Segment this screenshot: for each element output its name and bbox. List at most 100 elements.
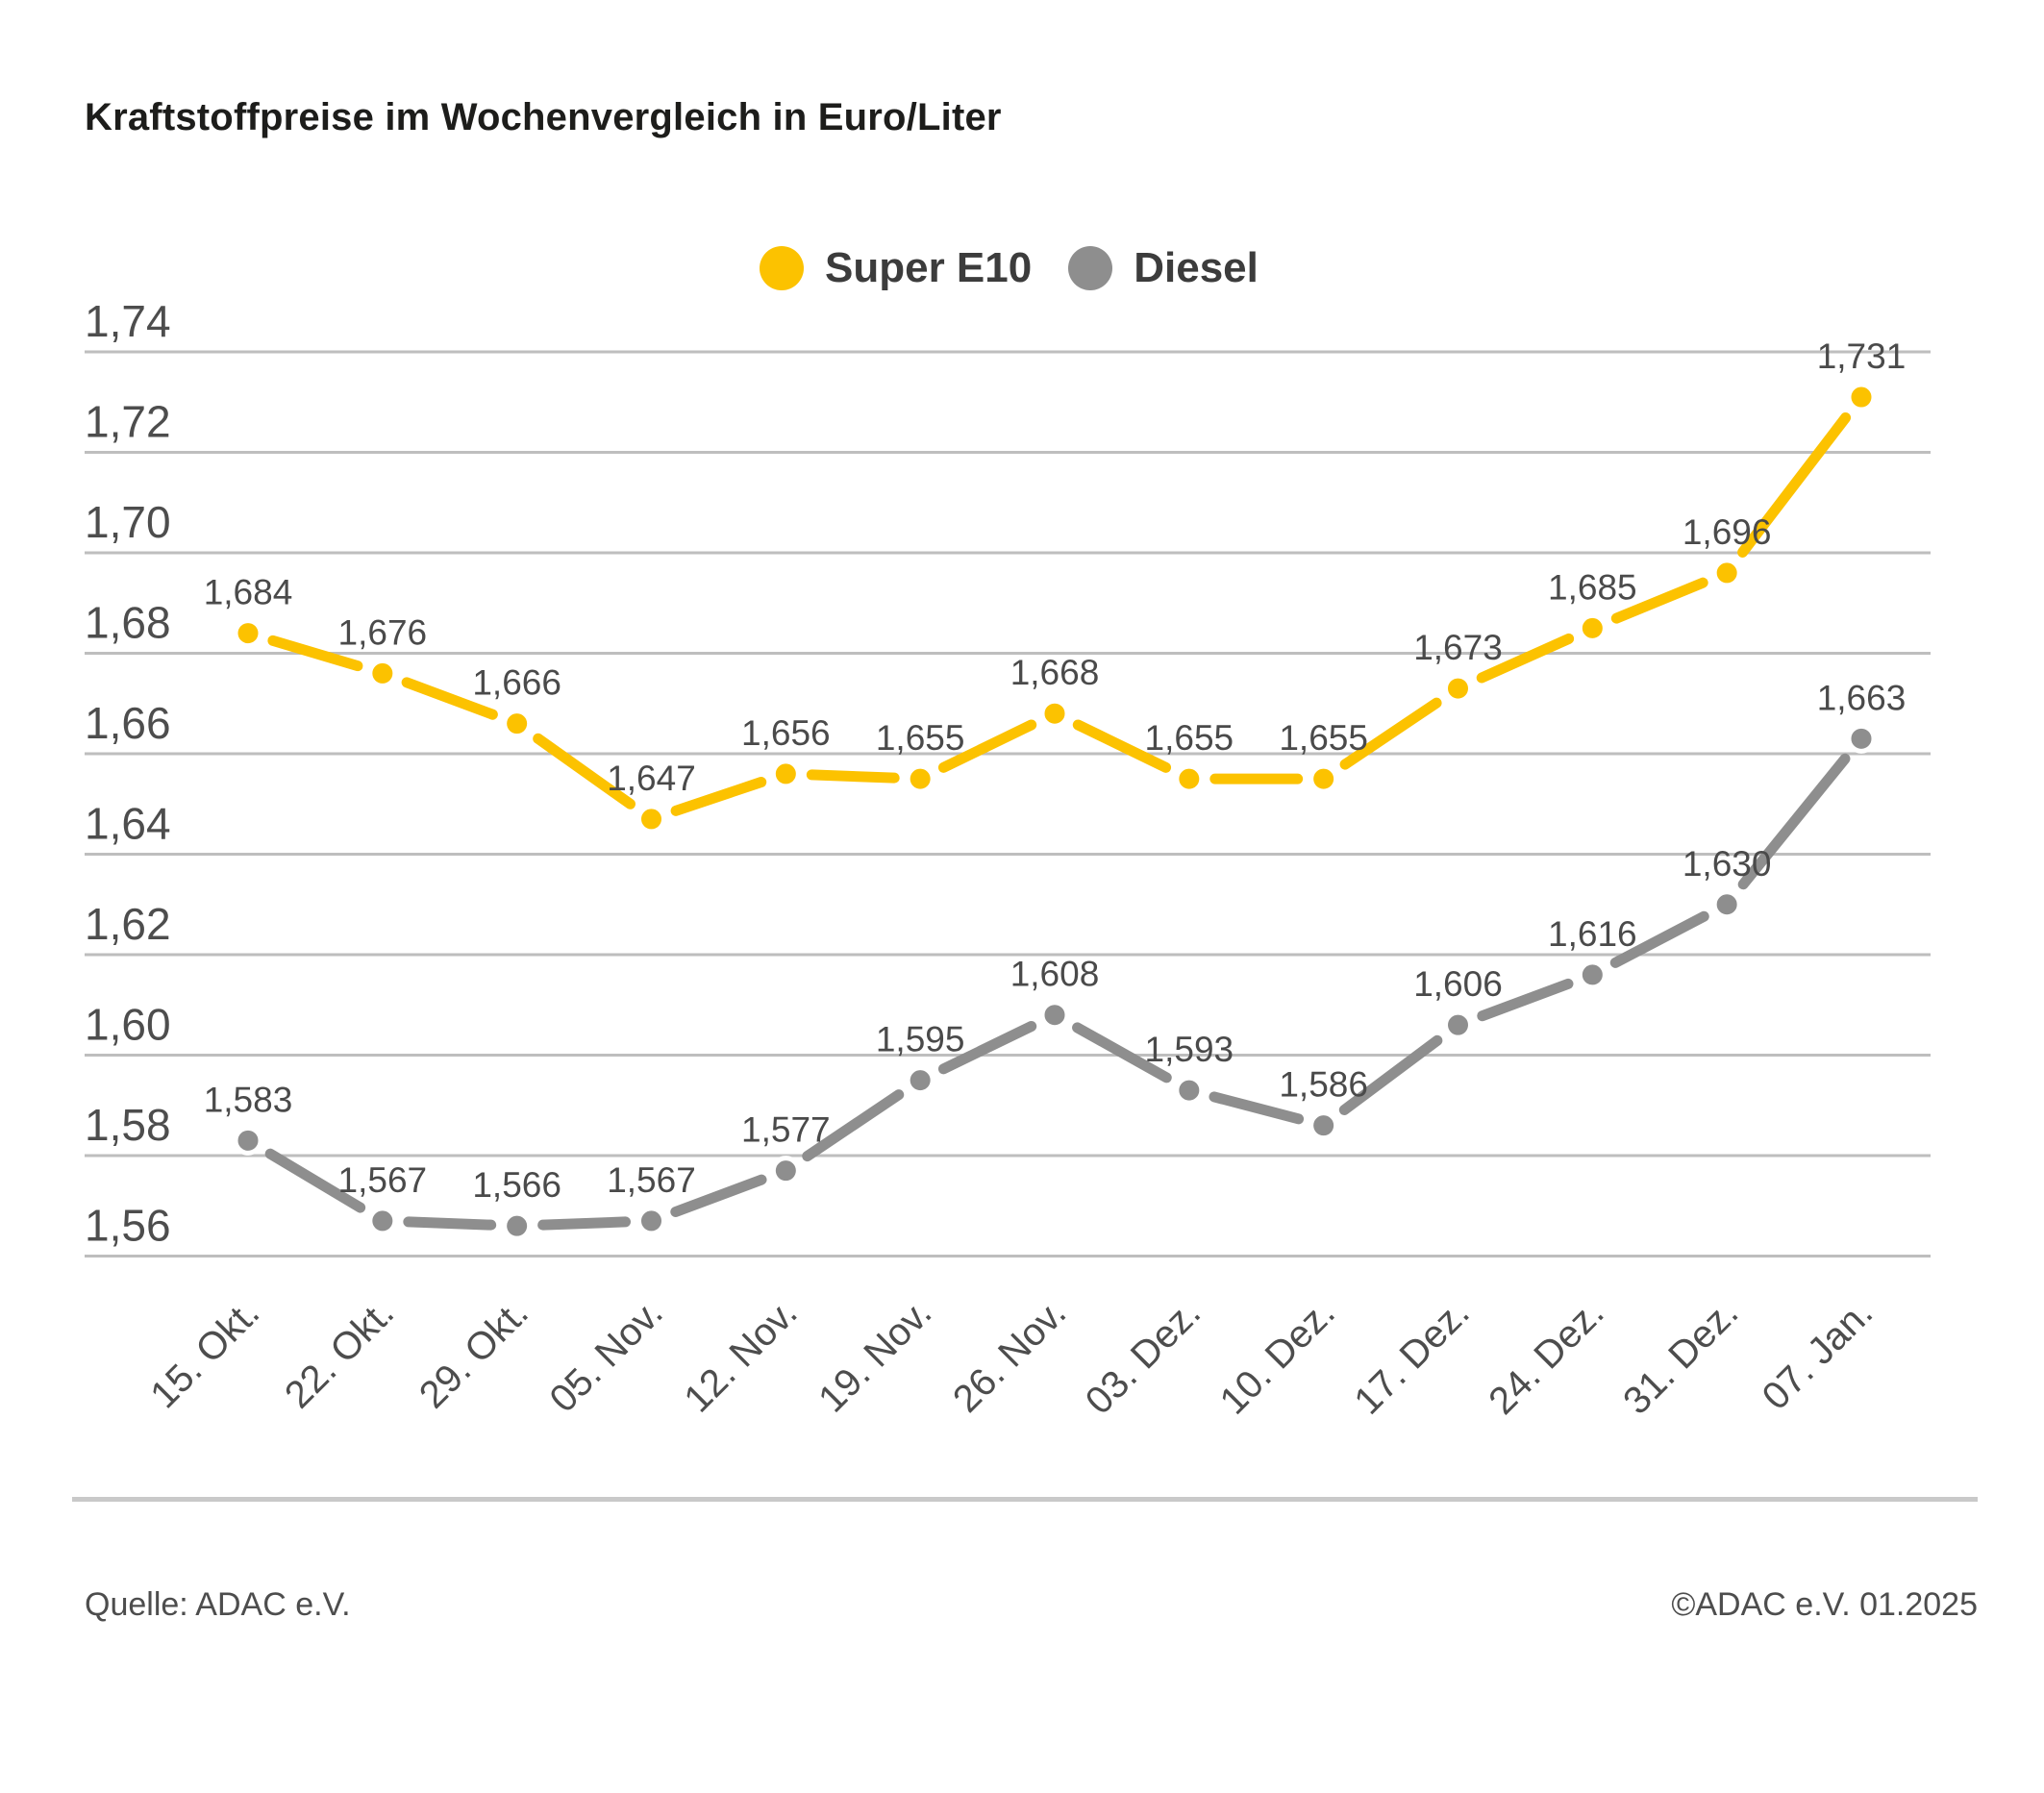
x-axis-label: 05. Nov. [542, 1291, 671, 1420]
series-segment [1209, 1091, 1305, 1125]
data-point-label: 1,655 [1145, 718, 1234, 758]
series-segment [537, 1216, 632, 1231]
data-point-label: 1,577 [741, 1110, 831, 1150]
x-axis-label: 12. Nov. [676, 1291, 805, 1420]
chart-title: Kraftstoffpreise im Wochenvergleich in E… [85, 96, 1002, 138]
x-axis-label: 19. Nov. [810, 1291, 939, 1420]
x-axis-label: 03. Dez. [1078, 1291, 1209, 1422]
data-point-label: 1,586 [1279, 1065, 1368, 1105]
data-point [1711, 889, 1742, 920]
series-segment [1338, 1034, 1443, 1115]
data-point-label: 1,668 [1010, 653, 1100, 692]
series-segment [670, 777, 767, 816]
data-point-label: 1,696 [1683, 512, 1772, 552]
series-segment [267, 635, 363, 672]
footer: Quelle: ADAC e.V. ©ADAC e.V. 01.2025 [85, 1586, 1978, 1624]
data-point [770, 759, 801, 789]
data-point [636, 1206, 666, 1236]
legend-label-super-e10: Super E10 [825, 244, 1033, 291]
super-e10-legend-dot-icon [760, 246, 804, 290]
data-point-label: 1,567 [607, 1160, 696, 1200]
data-point [1039, 698, 1070, 729]
data-point [1442, 673, 1473, 704]
data-point [1309, 1110, 1339, 1141]
data-point-label: 1,655 [876, 718, 965, 758]
data-point-label: 1,608 [1010, 955, 1100, 994]
y-axis-label: 1,70 [85, 497, 171, 547]
series-segment [1072, 719, 1172, 773]
series-segment [670, 1174, 767, 1217]
series-segment [937, 1020, 1037, 1075]
data-point [1174, 763, 1205, 794]
data-point [367, 658, 398, 688]
series-segment [401, 677, 498, 720]
line-chart-canvas: 1,74 1,72 1,70 1,68 1,66 1,64 1,62 1,60 1,58 1,56… [85, 296, 1931, 1423]
series-segment [1737, 411, 1852, 558]
legend-item-diesel: Diesel [1068, 244, 1259, 292]
series-segment [802, 1089, 905, 1162]
y-axis-label: 1,58 [85, 1100, 171, 1150]
x-axis-label: 22. Okt. [277, 1291, 402, 1416]
data-point [502, 1210, 533, 1241]
data-point [1577, 612, 1608, 643]
series-segment [1477, 978, 1574, 1022]
y-axis-label: 1,64 [85, 799, 171, 849]
series-segment [1072, 1022, 1172, 1083]
data-point-label: 1,566 [472, 1165, 561, 1205]
x-axis-label: 10. Dez. [1212, 1291, 1343, 1422]
y-axis-label: 1,66 [85, 698, 171, 748]
data-point [502, 709, 533, 739]
data-point [905, 1065, 935, 1096]
x-axis-label: 07. Jan. [1755, 1291, 1882, 1418]
series-segment [1610, 577, 1708, 624]
data-point-label: 1,567 [338, 1160, 428, 1200]
data-point-label: 1,630 [1683, 844, 1772, 884]
data-point [905, 763, 935, 794]
x-axis-label: 17. Dez. [1346, 1291, 1477, 1422]
data-point-label: 1,583 [204, 1080, 293, 1119]
series-segment [264, 1148, 366, 1213]
data-point-label: 1,593 [1145, 1030, 1234, 1069]
diesel-legend-dot-icon [1068, 246, 1113, 290]
series-segment [1737, 753, 1851, 890]
data-point [636, 804, 666, 834]
x-axis-label: 15. Okt. [142, 1291, 267, 1416]
data-point [367, 1206, 398, 1236]
footer-copyright: ©ADAC e.V. 01.2025 [1671, 1586, 1978, 1623]
series-segment [806, 769, 900, 784]
data-point-label: 1,676 [338, 612, 428, 652]
data-point-label: 1,606 [1413, 964, 1503, 1004]
data-point [1174, 1075, 1205, 1106]
series-segment [1476, 633, 1575, 684]
data-point-label: 1,655 [1279, 718, 1368, 758]
x-axis-label: 31. Dez. [1615, 1291, 1746, 1422]
y-axis-label: 1,74 [85, 296, 171, 346]
data-point [1309, 763, 1339, 794]
footer-source: Quelle: ADAC e.V. [85, 1586, 351, 1623]
series-segment [1339, 697, 1442, 770]
data-point [1711, 558, 1742, 588]
data-point-label: 1,731 [1817, 336, 1907, 376]
legend-label-diesel: Diesel [1134, 244, 1259, 291]
data-point-label: 1,666 [472, 663, 561, 703]
data-point [233, 618, 263, 649]
data-point-label: 1,595 [876, 1020, 965, 1059]
x-axis-label: 26. Nov. [945, 1291, 1074, 1420]
data-point-label: 1,685 [1548, 567, 1637, 607]
data-point-label: 1,616 [1548, 914, 1637, 954]
data-point-label: 1,684 [204, 573, 293, 612]
legend-item-super-e10: Super E10 [760, 244, 1032, 292]
data-point [1039, 1000, 1070, 1031]
y-axis-label: 1,56 [85, 1201, 171, 1251]
data-point-label: 1,663 [1817, 678, 1907, 717]
footer-divider [72, 1497, 1978, 1502]
y-axis-label: 1,62 [85, 899, 171, 949]
data-point-label: 1,656 [741, 713, 831, 753]
x-axis-label: 24. Dez. [1481, 1291, 1611, 1422]
y-axis-label: 1,72 [85, 397, 171, 447]
chart-legend: Super E10 Diesel [760, 244, 1259, 292]
y-axis-label: 1,60 [85, 1000, 171, 1050]
data-point-label: 1,673 [1413, 628, 1503, 667]
data-point [1846, 723, 1877, 754]
